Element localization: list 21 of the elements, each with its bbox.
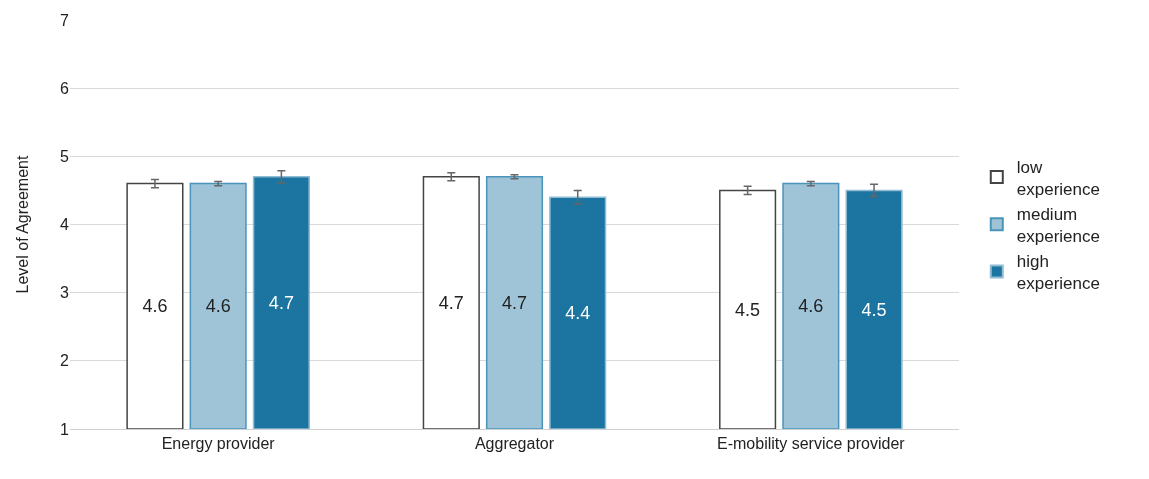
y-tick-label: 7 (60, 11, 70, 29)
y-axis-title: Level of Agreement (14, 155, 31, 294)
data-label: 4.7 (268, 292, 294, 313)
data-label: 4.7 (501, 292, 528, 313)
y-tick-label: 4 (60, 216, 70, 234)
data-label: 4.5 (735, 299, 761, 320)
y-tick-label: 5 (60, 147, 70, 165)
data-label: 4.6 (205, 296, 231, 317)
legend-label: high experience (1016, 252, 1100, 294)
data-label: 4.5 (861, 299, 887, 320)
x-tick-label: Energy provider (161, 435, 276, 453)
y-tick-label: 1 (60, 420, 70, 438)
x-tick-label: Aggregator (474, 435, 555, 453)
data-label: 4.6 (142, 296, 168, 317)
data-label: 4.6 (798, 296, 824, 317)
data-label: 4.4 (565, 303, 591, 324)
y-tick-label: 3 (60, 284, 70, 302)
y-tick-label: 2 (60, 352, 70, 370)
y-tick-label: 6 (60, 79, 70, 97)
data-label: 4.7 (438, 292, 464, 313)
x-tick-label: E-mobility service provider (717, 435, 906, 453)
